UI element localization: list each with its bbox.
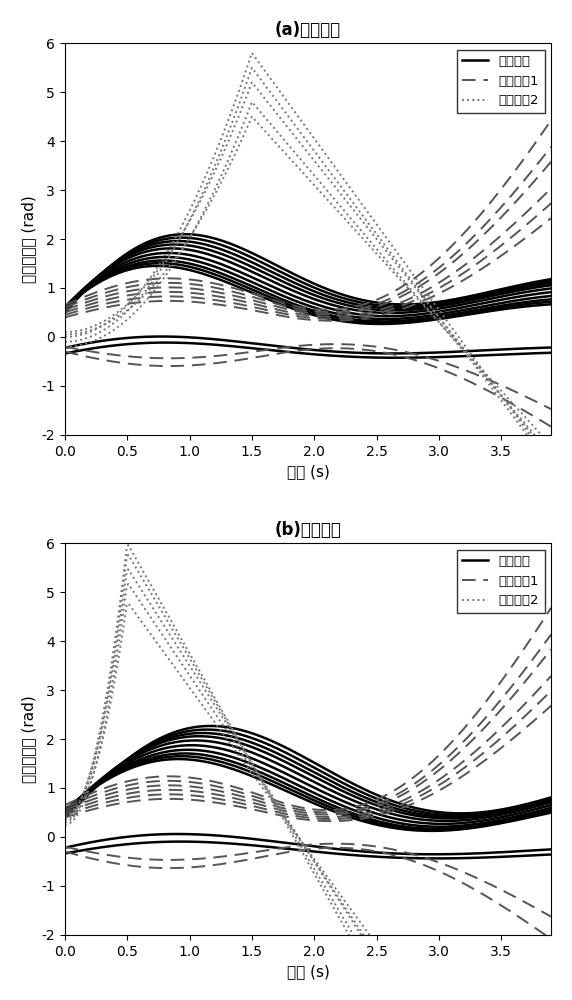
失稳样本2 <box>63 331 70 343</box>
失稳样本2 <box>473 355 480 367</box>
失稳样本1 <box>351 809 358 821</box>
Line: 失稳样本1: 失稳样本1 <box>65 676 551 817</box>
失稳样本1 <box>504 224 511 236</box>
失稳样本1 <box>328 311 335 323</box>
Y-axis label: 相对转子角 (rad): 相对转子角 (rad) <box>21 195 36 283</box>
失稳样本1 <box>61 806 68 818</box>
失稳样本1 <box>351 309 358 321</box>
稳定样本 <box>63 300 70 312</box>
失稳样本2 <box>125 539 132 551</box>
稳定样本 <box>475 307 482 319</box>
失稳样本1 <box>328 811 335 823</box>
稳定样本 <box>351 317 358 329</box>
Title: (a)相同故障: (a)相同故障 <box>275 21 341 39</box>
失稳样本1 <box>63 806 70 818</box>
X-axis label: 时间 (s): 时间 (s) <box>287 964 329 979</box>
失稳样本1 <box>548 182 555 194</box>
稳定样本 <box>61 804 68 816</box>
Line: 失稳样本2: 失稳样本2 <box>65 545 551 1000</box>
失稳样本2 <box>548 458 555 470</box>
失稳样本1 <box>361 308 368 320</box>
失稳样本2 <box>61 331 68 343</box>
失稳样本2 <box>361 956 368 968</box>
Title: (b)不同故障: (b)不同故障 <box>275 521 341 539</box>
失稳样本1 <box>548 670 555 682</box>
失稳样本1 <box>352 809 359 821</box>
失稳样本2 <box>63 811 70 823</box>
失稳样本2 <box>352 190 359 202</box>
稳定样本 <box>61 301 68 313</box>
Legend: 稳定样本, 失稳样本1, 失稳样本2: 稳定样本, 失稳样本1, 失稳样本2 <box>456 550 545 613</box>
稳定样本 <box>352 317 359 329</box>
稳定样本 <box>427 825 434 837</box>
稳定样本 <box>352 813 359 825</box>
失稳样本1 <box>352 309 359 321</box>
Line: 稳定样本: 稳定样本 <box>65 266 551 324</box>
Line: 失稳样本2: 失稳样本2 <box>65 53 551 464</box>
失稳样本2 <box>248 47 255 59</box>
稳定样本 <box>475 821 482 833</box>
稳定样本 <box>506 302 513 314</box>
失稳样本2 <box>61 811 68 823</box>
Y-axis label: 相对转子角 (rad): 相对转子角 (rad) <box>21 695 36 783</box>
Line: 稳定样本: 稳定样本 <box>65 759 551 831</box>
失稳样本2 <box>351 939 358 951</box>
稳定样本 <box>63 803 70 815</box>
稳定样本 <box>548 807 555 819</box>
失稳样本2 <box>352 941 359 953</box>
稳定样本 <box>361 815 368 827</box>
稳定样本 <box>351 813 358 825</box>
失稳样本1 <box>361 808 368 820</box>
失稳样本2 <box>361 201 368 213</box>
稳定样本 <box>361 317 368 329</box>
稳定样本 <box>175 753 182 765</box>
稳定样本 <box>377 318 384 330</box>
Legend: 稳定样本, 失稳样本1, 失稳样本2: 稳定样本, 失稳样本1, 失稳样本2 <box>456 50 545 113</box>
失稳样本2 <box>504 398 511 410</box>
失稳样本2 <box>351 188 358 200</box>
失稳样本1 <box>473 744 480 756</box>
失稳样本1 <box>504 716 511 728</box>
稳定样本 <box>548 298 555 310</box>
失稳样本1 <box>63 306 70 318</box>
失稳样本1 <box>473 250 480 262</box>
稳定样本 <box>154 260 161 272</box>
Line: 失稳样本1: 失稳样本1 <box>65 188 551 317</box>
稳定样本 <box>506 816 513 828</box>
失稳样本1 <box>61 306 68 318</box>
X-axis label: 时间 (s): 时间 (s) <box>287 464 329 479</box>
